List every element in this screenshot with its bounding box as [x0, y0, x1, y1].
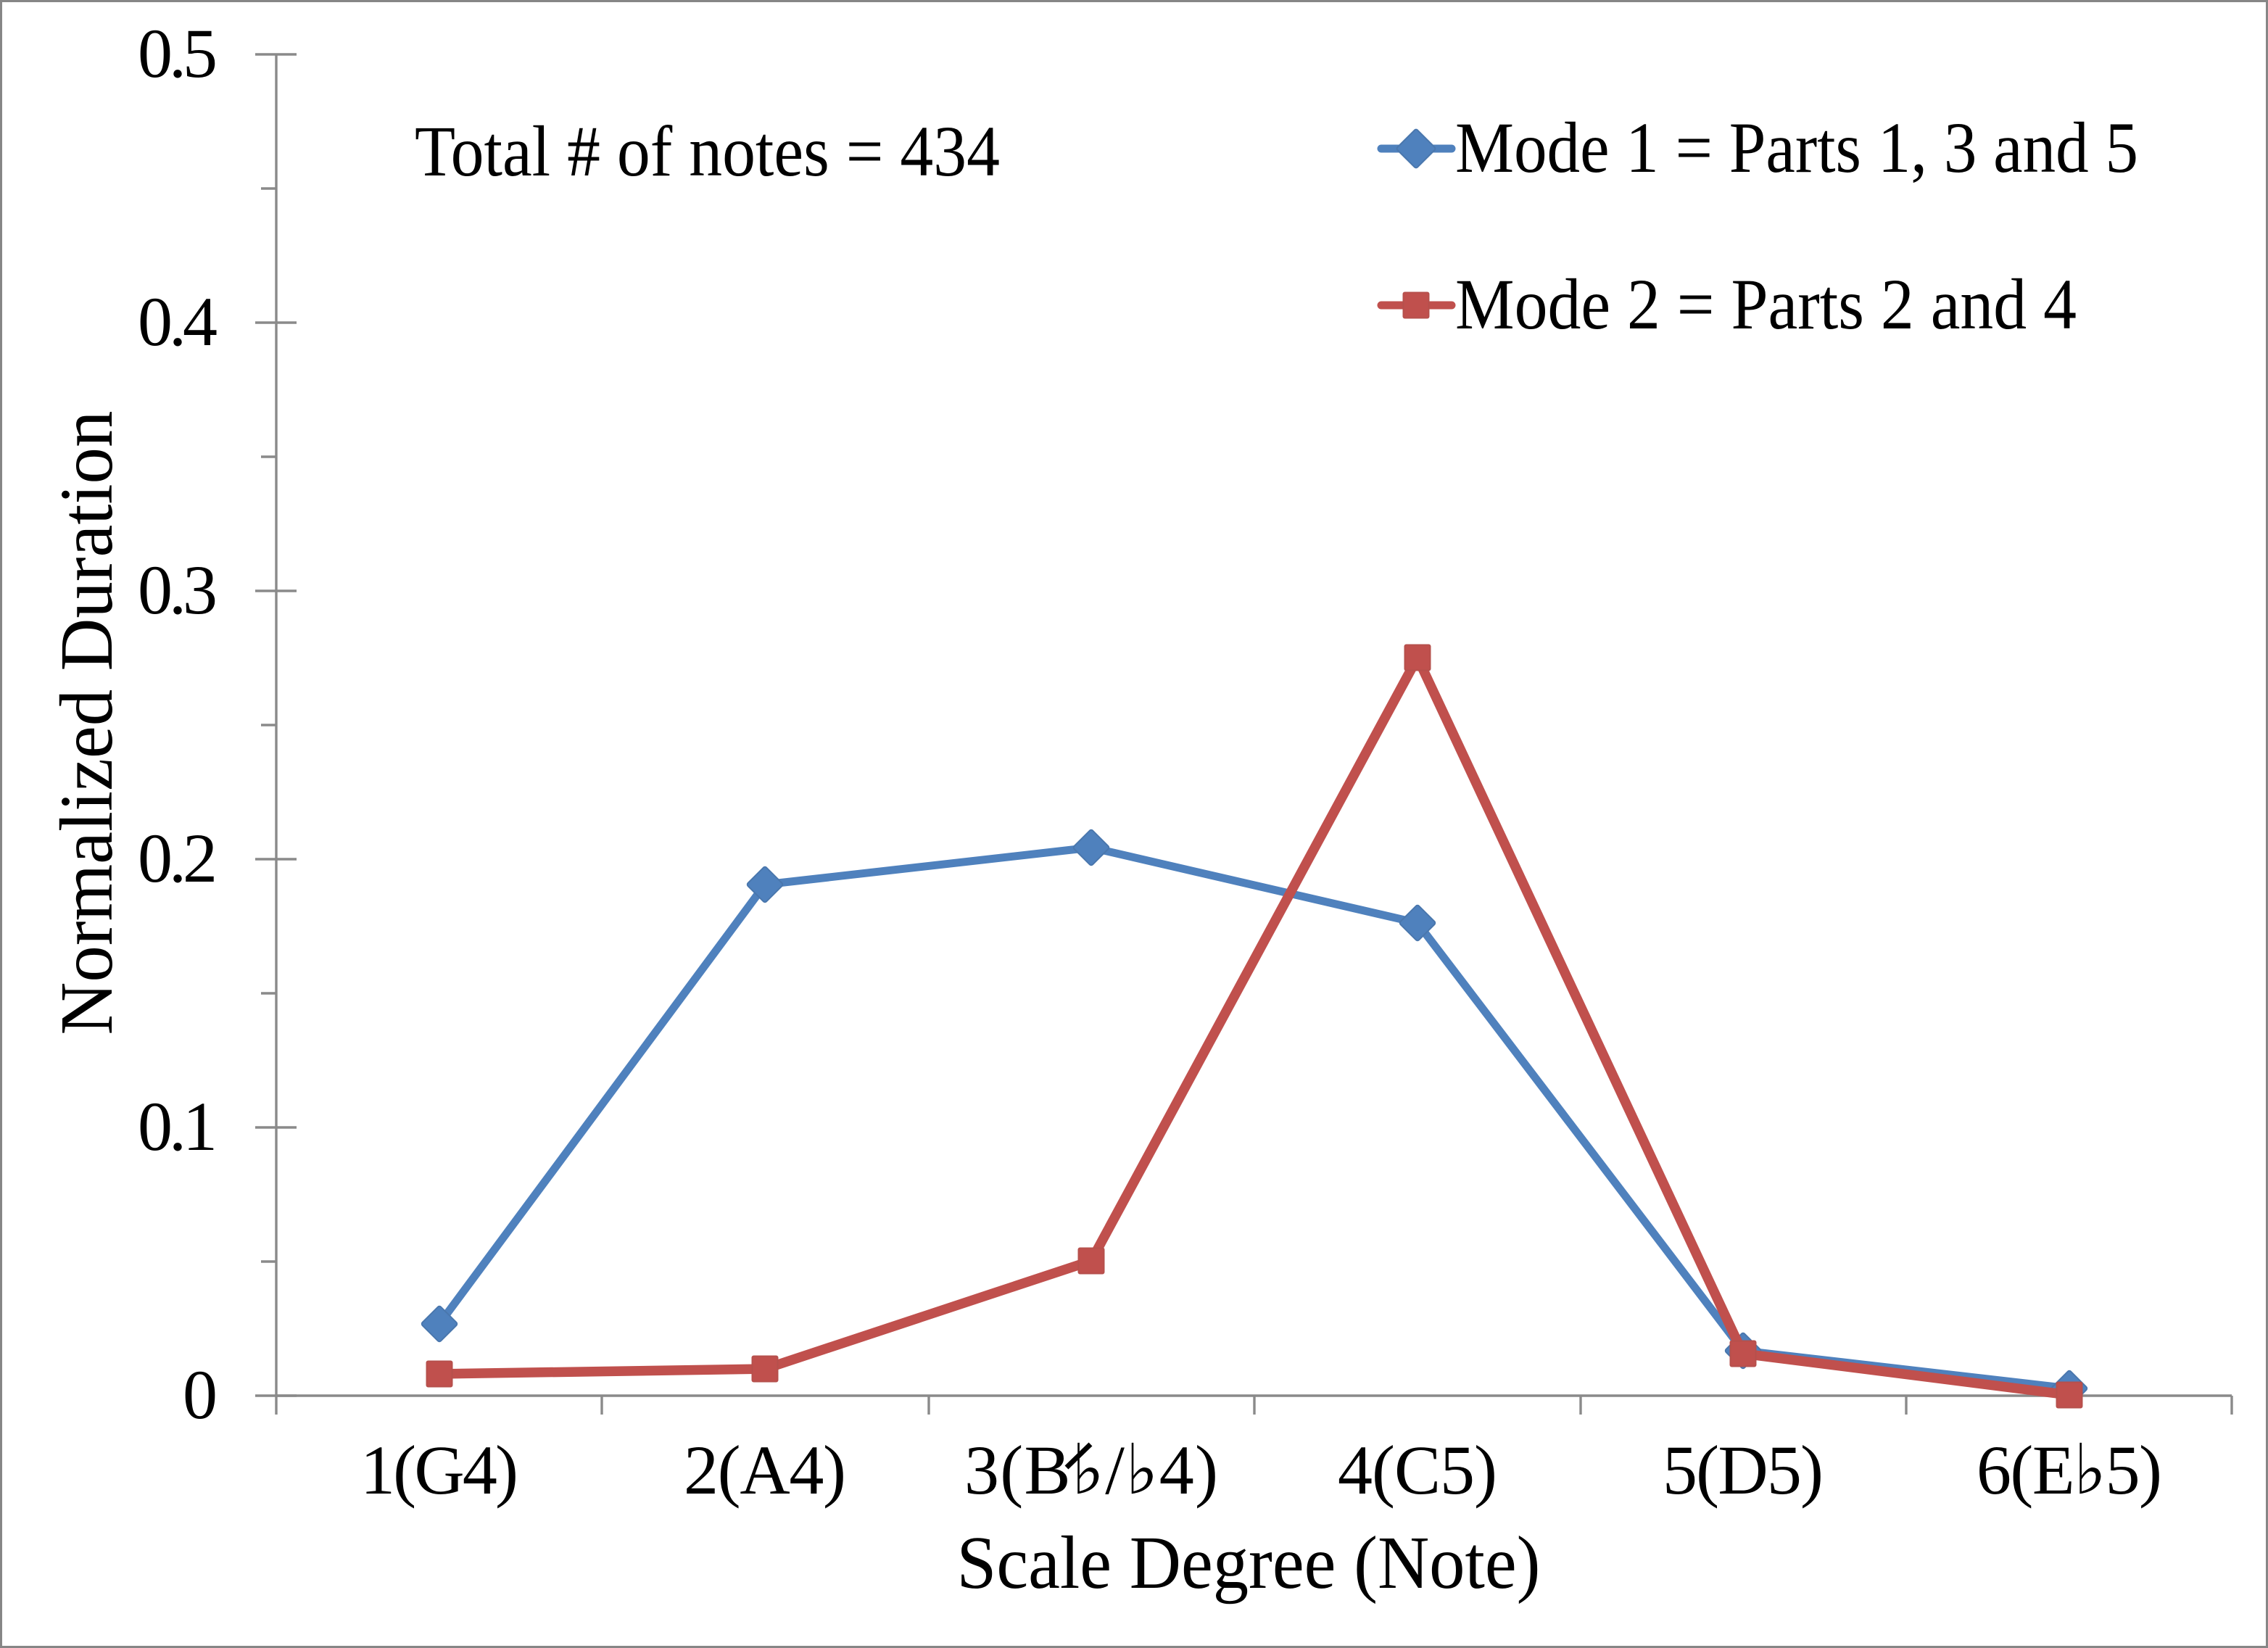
svg-text:Mode 2 = Parts 2 and 4: Mode 2 = Parts 2 and 4 — [1455, 264, 2077, 344]
svg-text:0.2: 0.2 — [138, 819, 218, 897]
svg-text:Normalized Duration: Normalized Duration — [45, 411, 128, 1035]
svg-text:1(G4): 1(G4) — [360, 1431, 518, 1509]
svg-text:0.4: 0.4 — [138, 283, 218, 360]
svg-text:Scale Degree (Note): Scale Degree (Note) — [957, 1521, 1541, 1604]
svg-text:0.1: 0.1 — [138, 1088, 218, 1165]
svg-text:0: 0 — [183, 1356, 218, 1433]
svg-text:6(E♭5): 6(E♭5) — [1977, 1431, 2162, 1509]
svg-text:Mode 1 = Parts 1, 3 and 5: Mode 1 = Parts 1, 3 and 5 — [1455, 107, 2138, 188]
svg-text:0.3: 0.3 — [138, 551, 218, 629]
svg-text:5(D5): 5(D5) — [1663, 1431, 1824, 1509]
svg-text:2(A4): 2(A4) — [684, 1431, 846, 1509]
svg-text:Total # of notes = 434: Total # of notes = 434 — [415, 111, 1000, 191]
svg-text:0.5: 0.5 — [138, 15, 218, 92]
svg-text:3(B♭/♭4): 3(B♭/♭4) — [964, 1431, 1218, 1509]
svg-text:4(C5): 4(C5) — [1338, 1431, 1497, 1509]
